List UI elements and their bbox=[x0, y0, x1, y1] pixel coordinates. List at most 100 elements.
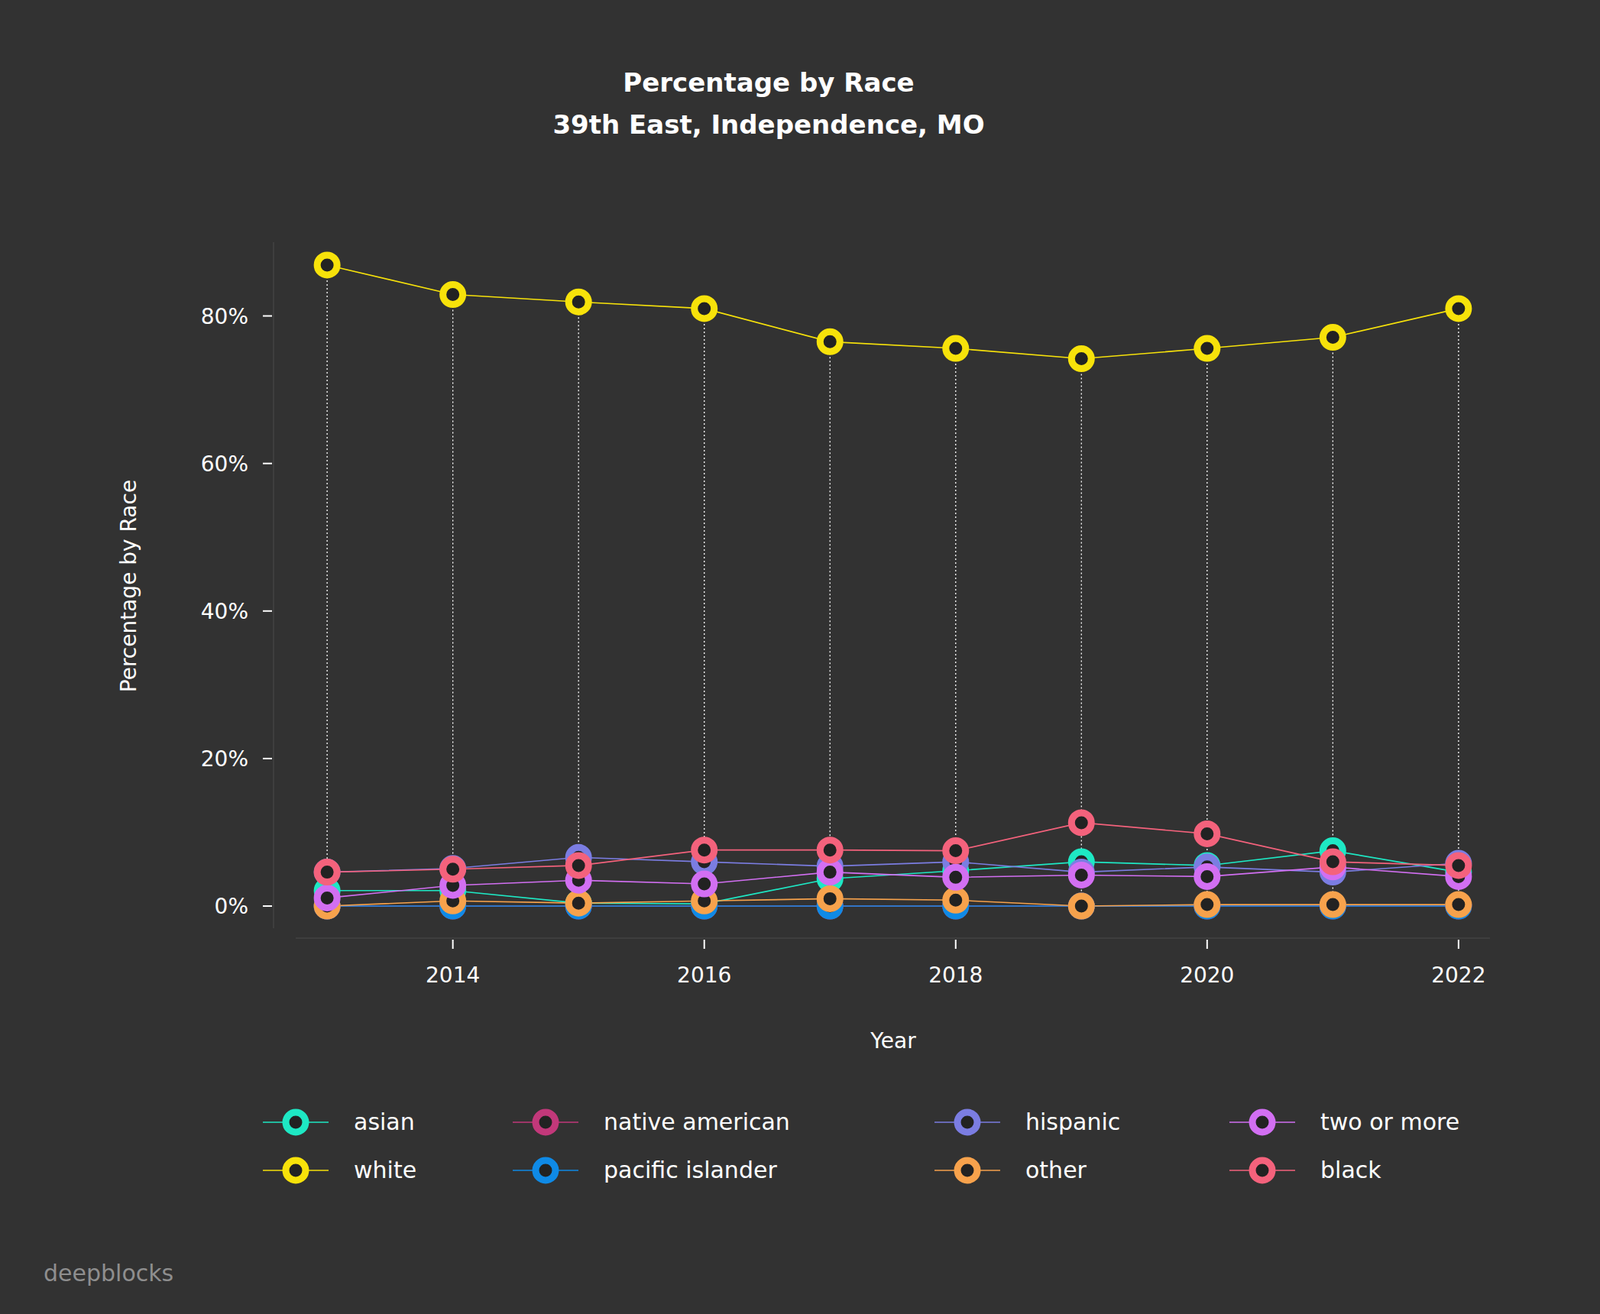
point bbox=[1071, 896, 1092, 917]
series-line bbox=[327, 905, 1459, 907]
point bbox=[317, 862, 337, 883]
point bbox=[568, 893, 589, 914]
point bbox=[945, 890, 966, 911]
series-line bbox=[327, 851, 1459, 905]
legend-marker bbox=[535, 1112, 556, 1133]
x-tick-label: 2014 bbox=[425, 962, 480, 988]
series-line bbox=[327, 822, 1459, 873]
y-tick bbox=[262, 463, 273, 465]
point bbox=[443, 285, 464, 305]
legend-entry: other bbox=[934, 1156, 1088, 1184]
watermark: deepblocks bbox=[43, 1259, 174, 1287]
point bbox=[1071, 896, 1092, 917]
point bbox=[1448, 298, 1469, 319]
drop-line bbox=[1457, 308, 1459, 907]
x-tick-label: 2016 bbox=[676, 962, 732, 988]
x-tick bbox=[703, 939, 706, 949]
legend-marker bbox=[957, 1160, 978, 1181]
point bbox=[945, 867, 966, 888]
point bbox=[1071, 864, 1092, 885]
point bbox=[1448, 894, 1469, 915]
plot-area bbox=[317, 255, 1469, 917]
legend-label: black bbox=[1320, 1156, 1382, 1184]
legend-entry: hispanic bbox=[934, 1108, 1121, 1136]
y-tick-label: 60% bbox=[200, 451, 249, 477]
legend-entry: pacific islander bbox=[512, 1156, 778, 1184]
point bbox=[1197, 866, 1218, 887]
legend-marker bbox=[535, 1160, 556, 1181]
x-tick-label: 2022 bbox=[1431, 962, 1486, 988]
point bbox=[819, 862, 840, 883]
background bbox=[0, 0, 1600, 1314]
y-tick bbox=[262, 610, 273, 613]
point bbox=[819, 888, 840, 909]
point bbox=[1071, 896, 1092, 917]
series-line bbox=[327, 898, 1459, 907]
x-axis-line bbox=[295, 938, 1490, 940]
drop-line bbox=[326, 265, 328, 907]
point bbox=[694, 298, 715, 319]
series-line bbox=[327, 905, 1459, 907]
y-tick bbox=[262, 757, 273, 760]
chart: Percentage by Race 39th East, Independenc… bbox=[0, 0, 1600, 1314]
y-tick-label: 0% bbox=[214, 893, 249, 920]
legend-entry: native american bbox=[512, 1108, 791, 1136]
point bbox=[1322, 894, 1343, 915]
legend-label: white bbox=[353, 1156, 417, 1184]
point bbox=[819, 840, 840, 861]
point bbox=[945, 338, 966, 359]
legend-marker bbox=[285, 1112, 306, 1133]
y-tick bbox=[262, 905, 273, 907]
y-tick-label: 40% bbox=[200, 599, 249, 625]
point bbox=[1322, 327, 1343, 348]
point bbox=[1322, 851, 1343, 872]
legend-label: other bbox=[1025, 1156, 1088, 1184]
legend-label: native american bbox=[603, 1108, 791, 1136]
point bbox=[1197, 823, 1218, 844]
legend-marker bbox=[957, 1112, 978, 1133]
point bbox=[945, 841, 966, 862]
drop-line bbox=[1332, 337, 1334, 907]
drop-line bbox=[703, 308, 705, 907]
legend-entry: asian bbox=[262, 1108, 415, 1136]
point bbox=[1197, 894, 1218, 915]
legend-entry: white bbox=[262, 1156, 417, 1184]
x-tick bbox=[452, 939, 454, 949]
legend-entry: two or more bbox=[1229, 1108, 1460, 1136]
y-axis-label: Percentage by Race bbox=[116, 479, 142, 693]
point bbox=[317, 255, 337, 276]
title: Percentage by Race bbox=[622, 67, 914, 98]
point bbox=[1448, 855, 1469, 876]
point bbox=[1071, 812, 1092, 833]
drop-line bbox=[452, 294, 454, 907]
point bbox=[1197, 338, 1218, 359]
point bbox=[317, 862, 337, 883]
y-tick-label: 80% bbox=[200, 304, 249, 330]
point bbox=[1071, 349, 1092, 370]
y-tick bbox=[262, 315, 273, 318]
x-tick bbox=[1206, 939, 1209, 949]
point bbox=[443, 859, 464, 880]
x-tick-label: 2020 bbox=[1179, 962, 1235, 988]
series-line bbox=[327, 867, 1459, 899]
y-tick-label: 20% bbox=[200, 746, 249, 772]
subtitle: 39th East, Independence, MO bbox=[552, 109, 985, 140]
point bbox=[568, 291, 589, 312]
legend-label: asian bbox=[353, 1108, 415, 1136]
legend-label: pacific islander bbox=[603, 1156, 778, 1184]
legend-label: two or more bbox=[1320, 1108, 1460, 1136]
series-line bbox=[327, 265, 1459, 360]
x-tick bbox=[1457, 939, 1460, 949]
point bbox=[694, 874, 715, 894]
drop-line bbox=[955, 348, 956, 907]
y-axis-line bbox=[273, 242, 275, 929]
point bbox=[819, 331, 840, 352]
legend-label: hispanic bbox=[1025, 1108, 1121, 1136]
x-axis-label: Year bbox=[869, 1028, 917, 1054]
point bbox=[568, 855, 589, 876]
x-tick-label: 2018 bbox=[928, 962, 983, 988]
drop-line bbox=[829, 341, 831, 907]
legend-entry: black bbox=[1229, 1156, 1382, 1184]
point bbox=[568, 893, 589, 914]
x-tick bbox=[955, 939, 957, 949]
